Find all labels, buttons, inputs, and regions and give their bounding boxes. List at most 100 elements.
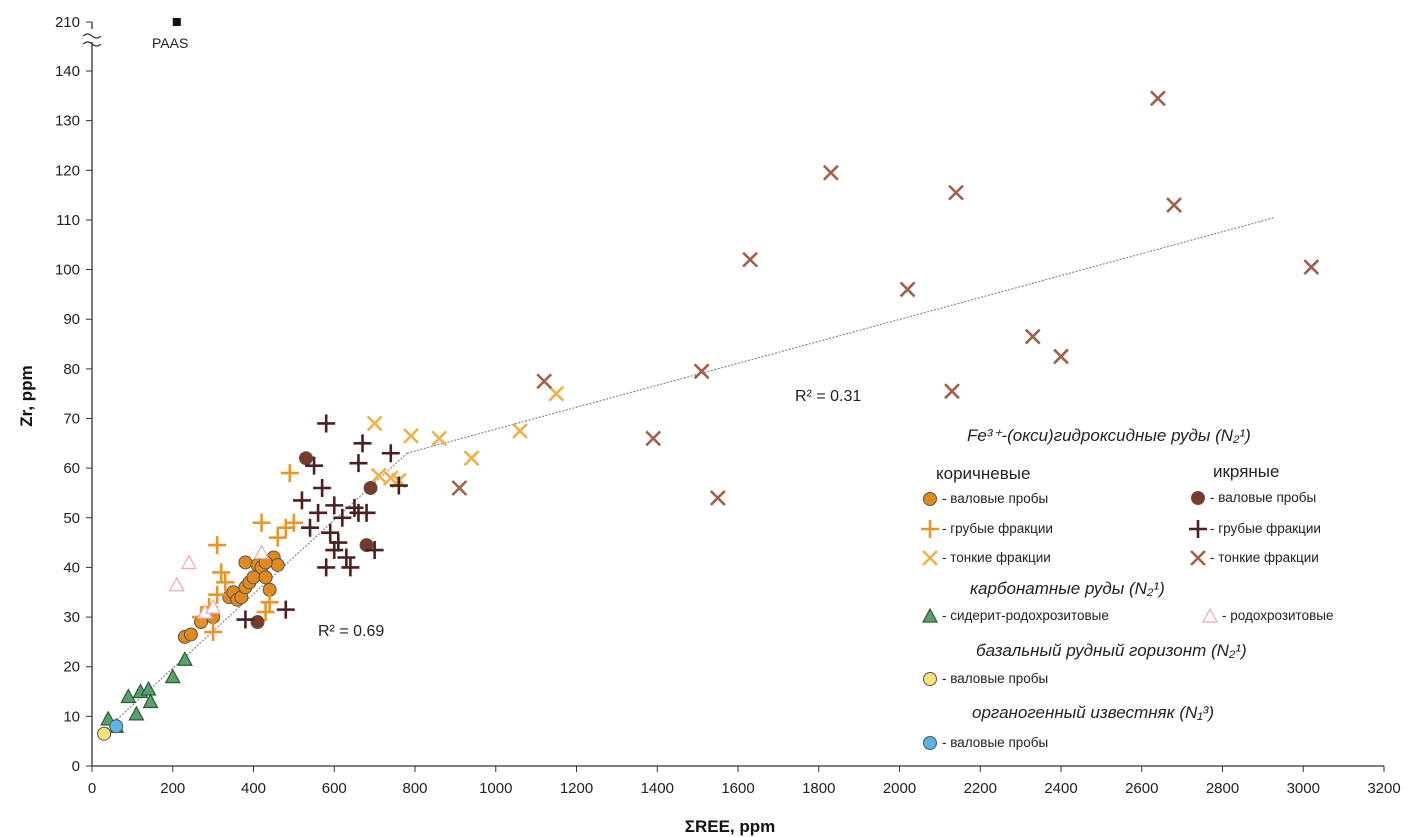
data-point-ikra_fine — [1149, 90, 1166, 107]
data-point-ikra_coarse — [381, 444, 400, 463]
data-point-brown_coarse — [260, 593, 279, 612]
r2-label-2: R² = 0.31 — [795, 388, 861, 405]
data-point-ikra_coarse — [309, 503, 328, 522]
y-tick-label: 50 — [63, 510, 80, 527]
data-point-rhodo — [168, 576, 185, 592]
data-point-brown_coarse — [268, 528, 287, 547]
axis-break-mark — [82, 41, 102, 47]
legend-marker-ikra_bulk — [1191, 491, 1205, 505]
x-tick-label: 3000 — [1287, 780, 1320, 797]
data-point-ikra_coarse — [333, 508, 352, 527]
data-point-ikra_coarse — [353, 434, 372, 453]
legend-rhodo: - родохрозитовые — [1222, 608, 1333, 623]
x-tick-label: 1200 — [560, 780, 593, 797]
y-tick-label: 60 — [63, 460, 80, 477]
data-point-ikra_coarse — [357, 503, 376, 522]
legend-brown-coarse: - грубые фракции — [942, 521, 1053, 536]
legend-brown-bulk: - валовые пробы — [942, 491, 1048, 506]
data-point-siderite — [120, 688, 137, 704]
data-point-rhodo — [180, 554, 197, 570]
x-tick-label: 1800 — [802, 780, 835, 797]
legend-marker-ikra_fine — [1190, 550, 1206, 566]
data-point-ikra_fine — [645, 430, 662, 447]
data-point-siderite — [164, 668, 181, 684]
data-point-ikra_coarse — [292, 491, 311, 510]
data-point-brown_fine — [431, 430, 448, 447]
data-point-ikra_coarse — [337, 548, 356, 567]
y-tick-label: 30 — [63, 609, 80, 626]
r2-label-1: R² = 0.69 — [318, 623, 384, 640]
y-tick-label: 110 — [56, 212, 80, 229]
x-tick-label: 1400 — [641, 780, 674, 797]
series-ikra_coarse — [236, 414, 408, 629]
data-point-brown_fine — [366, 415, 383, 432]
data-point-ikra_coarse — [329, 533, 348, 552]
data-point-brown_fine — [463, 450, 480, 467]
data-point-ikra_fine — [899, 281, 916, 298]
data-point-brown_bulk — [270, 557, 285, 572]
data-point-ikra_fine — [1024, 328, 1041, 345]
data-point-ikra_bulk — [363, 481, 378, 495]
y-tick-label: 20 — [63, 659, 80, 676]
data-point-ikra_bulk — [298, 451, 313, 466]
series-siderite — [100, 651, 193, 733]
x-tick-label: 2800 — [1206, 780, 1239, 797]
paas-label: PAAS — [152, 35, 188, 51]
data-point-ikra_fine — [742, 251, 759, 268]
data-point-brown_fine — [403, 427, 419, 444]
data-point-ikra_coarse — [345, 498, 364, 517]
data-point-ikra_fine — [536, 373, 553, 390]
data-point-basal — [97, 726, 112, 741]
y-axis-title: Zr, ppm — [17, 365, 36, 426]
data-point-brown_coarse — [208, 536, 227, 555]
legend-title-basal: базальный рудный горизонт (N₂¹) — [976, 641, 1247, 660]
legend-marker-brown_coarse — [921, 520, 939, 538]
data-point-ikra_fine — [948, 184, 964, 201]
data-point-ikra_coarse — [341, 558, 360, 577]
data-point-ikra_coarse — [317, 414, 336, 433]
legend-brown-fine: - тонкие фракции — [942, 550, 1051, 565]
legend-title-limestone: органогенный известняк (N₁³) — [972, 703, 1214, 722]
data-point-ikra_coarse — [313, 479, 332, 497]
x-tick-label: 2000 — [883, 780, 916, 797]
data-point-ikra_fine — [451, 480, 468, 496]
legend-basal: - валовые пробы — [942, 671, 1048, 686]
x-tick-label: 3200 — [1367, 780, 1400, 797]
data-points — [97, 90, 1320, 741]
axes: 0 10 20 30 40 50 60 70 80 90 100 110 120 130 140 210 0 20… — [55, 14, 1401, 797]
x-tick-label: 1600 — [721, 780, 754, 797]
data-point-ikra_fine — [944, 383, 960, 400]
data-point-brown_fine — [370, 467, 387, 484]
legend-marker-siderite — [921, 607, 939, 623]
data-point-ikra_coarse — [276, 600, 295, 619]
trendline — [406, 216, 1276, 454]
legend-marker-brown_bulk — [923, 492, 937, 506]
data-point-ikra_fine — [709, 490, 726, 506]
data-point-siderite — [176, 651, 193, 666]
x-tick-label: 600 — [322, 780, 347, 797]
data-point-siderite — [128, 705, 145, 721]
data-point-brown_coarse — [276, 518, 295, 537]
y-tick-label: 80 — [63, 361, 80, 378]
y-tick-label: 210 — [55, 14, 80, 31]
data-point-brown_coarse — [208, 585, 227, 604]
data-point-brown_coarse — [216, 573, 235, 592]
x-tick-label: 2400 — [1044, 780, 1077, 797]
axis-break-mark — [82, 33, 102, 39]
trendlines — [103, 216, 1276, 732]
series-ikra_fine — [451, 90, 1320, 506]
legend-header-ikra: икряные — [1213, 462, 1279, 481]
data-point-ikra_bulk — [250, 615, 265, 630]
y-tick-label: 120 — [55, 162, 80, 179]
y-tick-label: 140 — [55, 63, 80, 80]
data-point-brown_coarse — [204, 622, 223, 641]
y-tick-label: 130 — [55, 113, 80, 130]
data-point-siderite — [142, 693, 159, 709]
data-point-brown_fine — [512, 422, 528, 439]
data-point-ikra_bulk — [359, 538, 374, 553]
data-point-brown_bulk — [258, 570, 273, 585]
legend-marker-ikra_coarse — [1189, 520, 1207, 538]
y-tick-label: 90 — [63, 311, 80, 328]
data-point-brown_fine — [548, 385, 565, 402]
